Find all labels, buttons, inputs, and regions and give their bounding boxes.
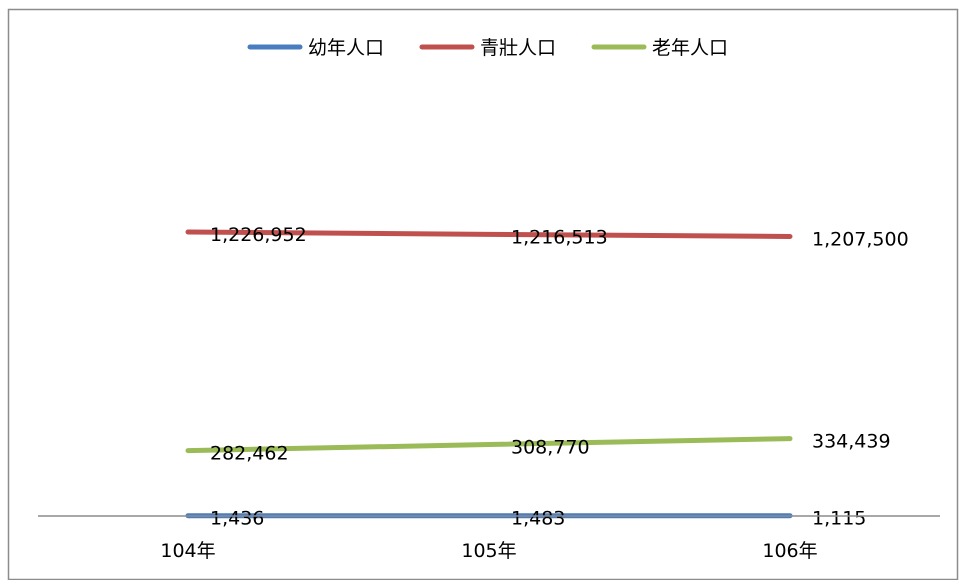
- data-label: 1,483: [511, 508, 565, 530]
- legend-label: 老年人口: [652, 37, 728, 59]
- data-label: 1,216,513: [511, 226, 608, 248]
- legend: 幼年人口 青壯人口 老年人口: [247, 37, 728, 59]
- legend-label: 青壯人口: [480, 37, 556, 59]
- x-tick-label: 105年: [461, 540, 516, 562]
- data-label: 282,462: [210, 443, 289, 465]
- x-tick-layer: 104年 105年 106年: [160, 540, 817, 562]
- data-label-layer: 1,436 1,483 1,115 1,226,952 1,216,513 1,207,5…: [210, 224, 909, 530]
- x-tick-label: 106年: [762, 540, 817, 562]
- x-tick-label: 104年: [160, 540, 215, 562]
- data-label: 1,436: [210, 508, 264, 530]
- chart-border: [7, 8, 959, 581]
- data-label: 1,115: [812, 508, 866, 530]
- data-label: 334,439: [812, 431, 891, 453]
- data-label: 308,770: [511, 437, 590, 459]
- series-line: [185, 436, 793, 454]
- data-label: 1,207,500: [812, 229, 909, 251]
- legend-label: 幼年人口: [308, 37, 384, 59]
- series-line: [185, 229, 793, 239]
- data-label: 1,226,952: [210, 224, 307, 246]
- series-layer: [185, 229, 793, 519]
